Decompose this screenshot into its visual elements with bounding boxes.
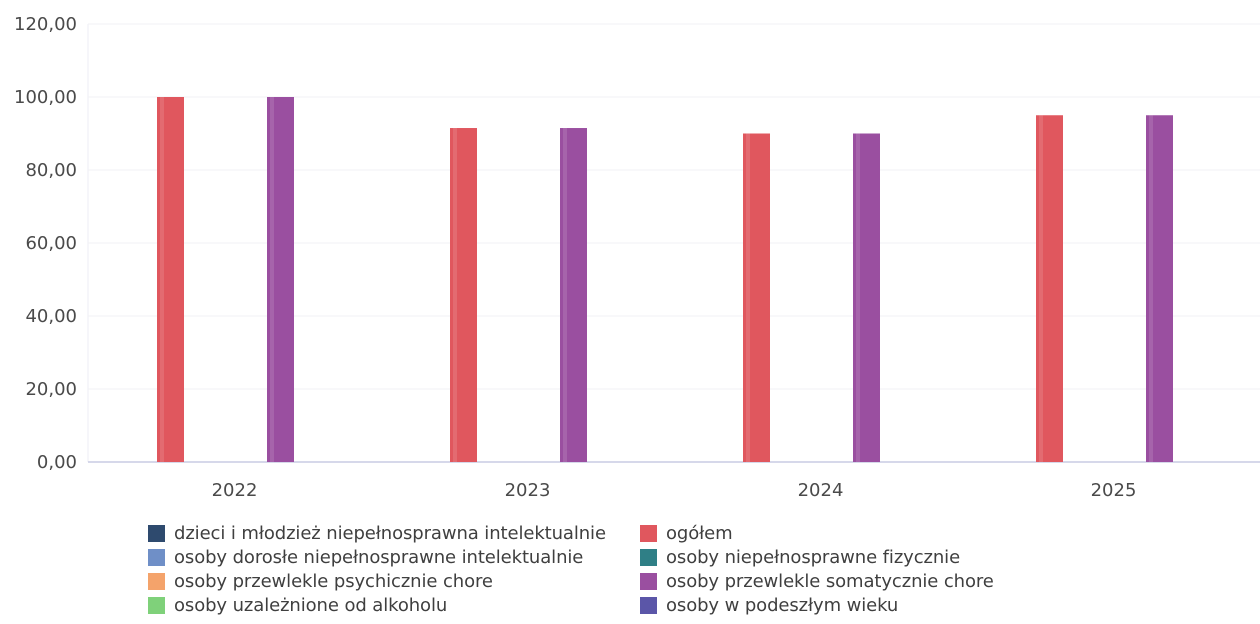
legend-swatch — [148, 572, 165, 590]
legend-item[interactable]: osoby w podeszłym wieku — [640, 593, 1060, 617]
bar-chart: 0,00 20,00 40,00 60,00 80,00 100,00 120,00 202… — [14, 14, 1260, 501]
legend-swatch — [640, 596, 657, 614]
legend-swatch — [148, 524, 165, 542]
legend-item[interactable]: ogółem — [640, 521, 1060, 545]
legend-item[interactable]: dzieci i młodzież niepełnosprawna intele… — [148, 521, 640, 545]
bar-2023-series-1[interactable] — [450, 128, 477, 462]
y-tick-label: 0,00 — [37, 452, 77, 473]
bars-layer — [157, 97, 1173, 462]
x-axis-ticks: 2022 2023 2024 2025 — [212, 480, 1137, 501]
bar-highlight — [1149, 115, 1153, 462]
bar-2024-series-1[interactable] — [743, 133, 770, 463]
bar-highlight — [563, 128, 567, 462]
bar-highlight — [746, 133, 750, 462]
y-tick-label: 20,00 — [25, 379, 77, 400]
y-tick-label: 60,00 — [25, 233, 77, 254]
legend-label: osoby dorosłe niepełnosprawne intelektua… — [174, 546, 584, 568]
y-tick-label: 80,00 — [25, 160, 77, 181]
x-tick-label: 2023 — [505, 480, 551, 501]
y-tick-label: 40,00 — [25, 306, 77, 327]
bar-2022-series-5[interactable] — [267, 97, 294, 462]
bar-2025-series-1[interactable] — [1036, 115, 1063, 462]
legend-item[interactable]: osoby przewlekle psychicznie chore — [148, 569, 640, 593]
legend: dzieci i młodzież niepełnosprawna intele… — [148, 521, 1248, 617]
grid-layer — [87, 23, 1260, 463]
legend-label: ogółem — [666, 522, 733, 544]
bar-2023-series-5[interactable] — [560, 128, 587, 462]
legend-item[interactable]: osoby uzależnione od alkoholu — [148, 593, 640, 617]
legend-label: osoby uzależnione od alkoholu — [174, 594, 448, 616]
legend-label: osoby w podeszłym wieku — [666, 594, 899, 616]
legend-label: osoby niepełnosprawne fizycznie — [666, 546, 961, 568]
bar-2022-series-1[interactable] — [157, 97, 184, 462]
y-tick-label: 120,00 — [14, 14, 77, 35]
y-axis-ticks: 0,00 20,00 40,00 60,00 80,00 100,00 120,00 — [14, 14, 77, 473]
legend-item[interactable]: osoby dorosłe niepełnosprawne intelektua… — [148, 545, 640, 569]
bar-highlight — [160, 97, 164, 462]
x-tick-label: 2022 — [212, 480, 258, 501]
legend-swatch — [640, 548, 657, 566]
legend-swatch — [640, 572, 657, 590]
legend-label: osoby przewlekle somatycznie chore — [666, 570, 994, 592]
legend-item[interactable]: osoby przewlekle somatycznie chore — [640, 569, 1060, 593]
bar-highlight — [453, 128, 457, 462]
legend-swatch — [148, 596, 165, 614]
x-tick-label: 2024 — [798, 480, 844, 501]
bar-2025-series-5[interactable] — [1146, 115, 1173, 462]
x-tick-label: 2025 — [1091, 480, 1137, 501]
bar-highlight — [270, 97, 274, 462]
bar-highlight — [856, 133, 860, 462]
y-tick-label: 100,00 — [14, 87, 77, 108]
chart-svg: 0,00 20,00 40,00 60,00 80,00 100,00 120,00 202… — [14, 14, 1260, 501]
legend-label: osoby przewlekle psychicznie chore — [174, 570, 493, 592]
bar-highlight — [1039, 115, 1043, 462]
legend-swatch — [640, 524, 657, 542]
legend-swatch — [148, 548, 165, 566]
bar-2024-series-5[interactable] — [853, 133, 880, 463]
legend-item[interactable]: osoby niepełnosprawne fizycznie — [640, 545, 1060, 569]
legend-label: dzieci i młodzież niepełnosprawna intele… — [174, 522, 606, 544]
